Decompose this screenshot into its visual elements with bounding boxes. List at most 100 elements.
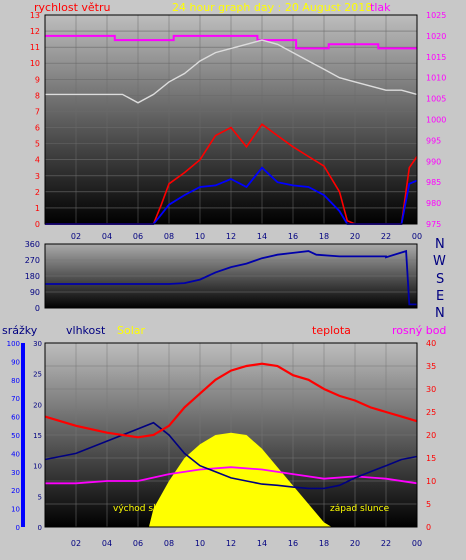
y-tick-label: 1 (35, 204, 40, 213)
pressure-line (45, 34, 417, 50)
y-tick-label: 40 (426, 339, 436, 348)
humidity-tick-label: 15 (33, 432, 42, 440)
rain-tick-label: 70 (11, 395, 20, 403)
y-tick-label: 5 (426, 500, 431, 509)
plot-frame (44, 342, 418, 528)
pressure-trend-line (45, 39, 418, 104)
rain-tick-label: 100 (7, 340, 20, 348)
x-tick-label: 02 (71, 539, 81, 548)
compass-letter: N (435, 306, 445, 321)
sunrise-label: východ slu (113, 504, 161, 514)
x-tick-label: 10 (195, 232, 205, 241)
y2-tick-label: 1015 (426, 53, 446, 62)
y2-tick-label: 990 (426, 157, 441, 166)
y-tick-label: 360 (25, 240, 40, 249)
compass-letter: W (433, 254, 446, 269)
y2-tick-label: 975 (426, 220, 441, 229)
temperature-axes: 0510152025303540010203040506070809010005… (7, 339, 437, 548)
y-tick-label: 35 (426, 362, 436, 371)
graph-title: 24 hour graph day : 20 August 2018 (172, 1, 372, 14)
sunset-label: západ slunce (330, 504, 390, 514)
humidity-tick-label: 20 (33, 401, 42, 409)
pressure-label: tlak (370, 1, 391, 14)
x-tick-label: 22 (381, 539, 391, 548)
x-tick-label: 14 (257, 539, 267, 548)
y-tick-label: 4 (35, 156, 40, 165)
wind-direction-series (45, 249, 417, 306)
x-tick-label: 14 (257, 232, 267, 241)
compass-letters: N W S E N (433, 237, 446, 321)
humidity-tick-label: 30 (33, 340, 42, 348)
temperature-label: teplota (312, 324, 351, 337)
x-tick-label: 12 (226, 539, 236, 548)
rain-label: srážky (2, 324, 38, 337)
x-tick-label: 20 (350, 539, 360, 548)
y2-tick-label: 1000 (426, 116, 446, 125)
y-tick-label: 0 (35, 220, 40, 229)
plot-frame (44, 243, 418, 309)
x-tick-label: 02 (71, 232, 81, 241)
rain-tick-label: 20 (11, 487, 20, 495)
rain-tick-label: 90 (11, 358, 20, 366)
y-tick-label: 15 (426, 454, 436, 463)
compass-letter: N (435, 237, 445, 252)
rain-tick-label: 0 (16, 524, 20, 532)
y-tick-label: 2 (35, 188, 40, 197)
y-tick-label: 9 (35, 75, 40, 84)
y2-tick-label: 995 (426, 136, 441, 145)
y-tick-label: 11 (30, 43, 40, 52)
y2-tick-label: 1020 (426, 32, 446, 41)
humidity-tick-label: 10 (33, 463, 42, 471)
x-tick-label: 08 (164, 232, 174, 241)
y-tick-label: 270 (25, 256, 40, 265)
compass-letter: S (436, 272, 444, 287)
y-tick-label: 30 (426, 385, 436, 394)
x-tick-label: 16 (288, 539, 298, 548)
rain-tick-label: 10 (11, 506, 20, 514)
y-tick-label: 13 (30, 11, 40, 20)
y2-tick-label: 1010 (426, 74, 446, 83)
humidity-label: vlhkost (66, 324, 106, 337)
x-tick-label: 08 (164, 539, 174, 548)
y-tick-label: 10 (30, 59, 40, 68)
x-tick-label: 18 (319, 539, 329, 548)
dewpoint-line (45, 466, 418, 485)
rain-tick-label: 80 (11, 377, 20, 385)
y-tick-label: 25 (426, 408, 436, 417)
y2-tick-label: 985 (426, 178, 441, 187)
y-tick-label: 0 (35, 304, 40, 313)
x-tick-label: 10 (195, 539, 205, 548)
x-tick-label: 04 (102, 232, 112, 241)
compass-letter: E (436, 289, 444, 304)
plot-frame (44, 14, 418, 225)
y-tick-label: 5 (35, 140, 40, 149)
y-tick-label: 3 (35, 172, 40, 181)
y2-tick-label: 1005 (426, 95, 446, 104)
temperature-series (44, 362, 418, 527)
x-tick-label: 00 (412, 539, 422, 548)
x-tick-label: 06 (133, 232, 143, 241)
y-tick-label: 20 (426, 431, 436, 440)
y-tick-label: 0 (426, 523, 431, 532)
rain-tick-label: 30 (11, 469, 20, 477)
wind-speed-label: rychlost větru (34, 1, 110, 14)
x-tick-label: 20 (350, 232, 360, 241)
y-tick-label: 12 (30, 27, 40, 36)
x-tick-label: 06 (133, 539, 143, 548)
y-tick-label: 90 (30, 288, 40, 297)
dewpoint-label: rosný bod (392, 324, 446, 337)
rain-tick-label: 50 (11, 432, 20, 440)
wind-direction-line (45, 249, 417, 306)
rain-tick-label: 60 (11, 414, 20, 422)
x-tick-label: 04 (102, 539, 112, 548)
x-tick-label: 18 (319, 232, 329, 241)
humidity-tick-label: 0 (38, 524, 42, 532)
rain-tick-label: 40 (11, 450, 20, 458)
humidity-line (44, 421, 418, 490)
y2-tick-label: 980 (426, 199, 441, 208)
solar-area (45, 432, 417, 527)
humidity-tick-label: 25 (33, 371, 42, 379)
temperature-line (44, 362, 418, 439)
